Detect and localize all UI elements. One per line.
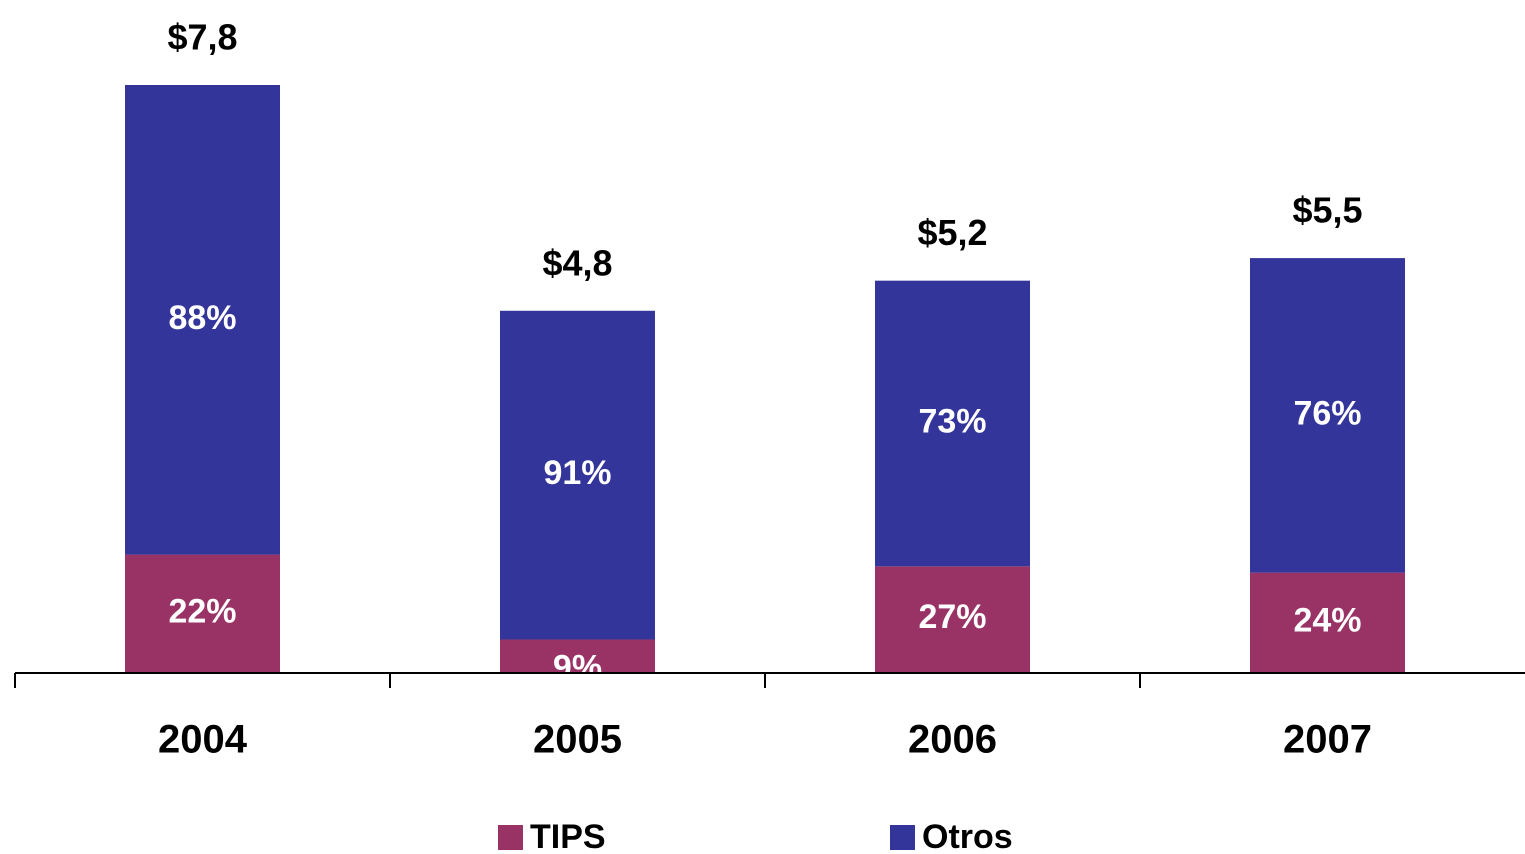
data-label: 91%	[543, 454, 611, 492]
data-label: 27%	[918, 598, 986, 636]
total-label: $7,8	[167, 17, 237, 58]
x-tick-label: 2004	[158, 718, 248, 762]
data-label: 73%	[918, 402, 986, 440]
bar-segment	[875, 280, 1030, 567]
bar-segment	[500, 310, 655, 640]
legend-label: Otros	[922, 818, 1013, 854]
bar-segment	[125, 85, 280, 555]
data-label: 24%	[1293, 601, 1361, 639]
legend-label: TIPS	[530, 818, 606, 854]
bar-segment	[875, 566, 1030, 672]
total-label: $4,8	[542, 242, 612, 283]
data-label: 88%	[168, 299, 236, 337]
bar-segment	[125, 554, 280, 672]
data-label: 76%	[1293, 394, 1361, 432]
legend-swatch	[890, 825, 915, 850]
total-label: $5,2	[917, 212, 987, 253]
total-label: $5,5	[1292, 190, 1362, 231]
legend-swatch	[498, 825, 523, 850]
x-tick-label: 2006	[908, 718, 997, 762]
x-tick-label: 2005	[533, 718, 622, 762]
x-tick-label: 2007	[1283, 718, 1372, 762]
data-label: 9%	[553, 649, 602, 687]
bar-segment	[1250, 572, 1405, 672]
bar-segment	[1250, 258, 1405, 573]
data-label: 22%	[168, 592, 236, 630]
bar-segment	[500, 639, 655, 672]
